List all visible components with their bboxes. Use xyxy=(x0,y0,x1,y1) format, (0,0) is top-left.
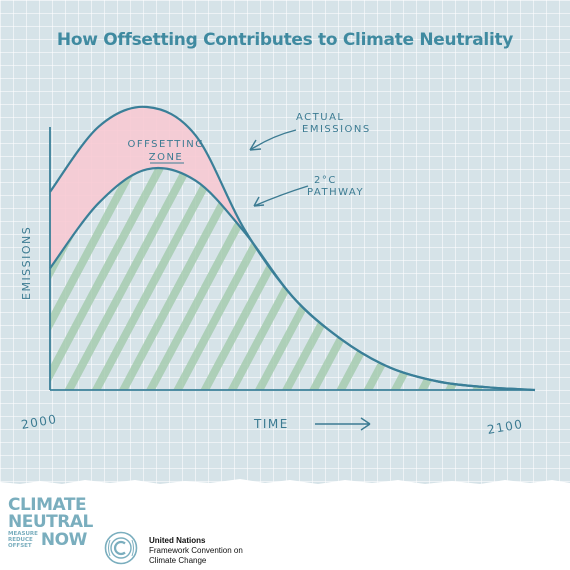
x-end-label: 2100 xyxy=(486,417,524,437)
y-axis-label: EMISSIONS xyxy=(20,226,33,300)
cn-logo-line1: CLIMATE xyxy=(8,495,87,515)
x-start-label: 2000 xyxy=(20,412,58,432)
pathway-label-line2: PATHWAY xyxy=(307,187,364,198)
offsetting-zone-area xyxy=(50,106,535,390)
chart-title: How Offsetting Contributes to Climate Ne… xyxy=(56,30,514,50)
climate-neutral-now-logo: CLIMATE NEUTRAL MEASURE REDUCE OFFSET NO… xyxy=(8,495,93,550)
unfccc-line1: United Nations xyxy=(149,536,206,545)
actual-emissions-label-line2: EMISSIONS xyxy=(302,124,371,135)
x-axis-label: TIME xyxy=(253,417,289,431)
pathway-label-line1: 2°C xyxy=(314,175,337,186)
un-emblem-icon xyxy=(104,531,138,565)
actual-emissions-label-line1: ACTUAL xyxy=(296,112,345,123)
pathway-arrow xyxy=(253,185,309,207)
cn-logo-offset: OFFSET xyxy=(8,543,32,549)
pathway-hatched-area xyxy=(50,167,535,390)
cn-logo-line2: NEUTRAL xyxy=(8,512,93,532)
cn-logo-bottom: MEASURE REDUCE OFFSET NOW xyxy=(8,531,93,549)
footer xyxy=(0,487,570,570)
unfccc-line2: Framework Convention on xyxy=(149,546,243,555)
actual-emissions-arrow xyxy=(249,129,297,151)
cn-logo-now: NOW xyxy=(40,529,87,550)
cn-logo-measure: MEASURE xyxy=(8,531,38,537)
cn-logo-small-words: MEASURE REDUCE OFFSET xyxy=(8,531,38,549)
unfccc-name: United Nations Framework Convention on C… xyxy=(149,536,243,566)
cn-logo-reduce: REDUCE xyxy=(8,537,33,543)
unfccc-line3: Climate Change xyxy=(149,556,207,565)
offsetting-diagram: OFFSETTING ZONE ACTUAL EMISSIONS 2°C PAT… xyxy=(0,105,570,487)
torn-edge xyxy=(0,479,570,487)
offsetting-zone-label-line1: OFFSETTING xyxy=(127,139,204,150)
offsetting-zone-label-line2: ZONE xyxy=(149,152,184,163)
x-axis-arrow xyxy=(315,417,371,431)
chart-panel xyxy=(0,0,570,487)
series-line-2c-pathway xyxy=(49,166,536,392)
